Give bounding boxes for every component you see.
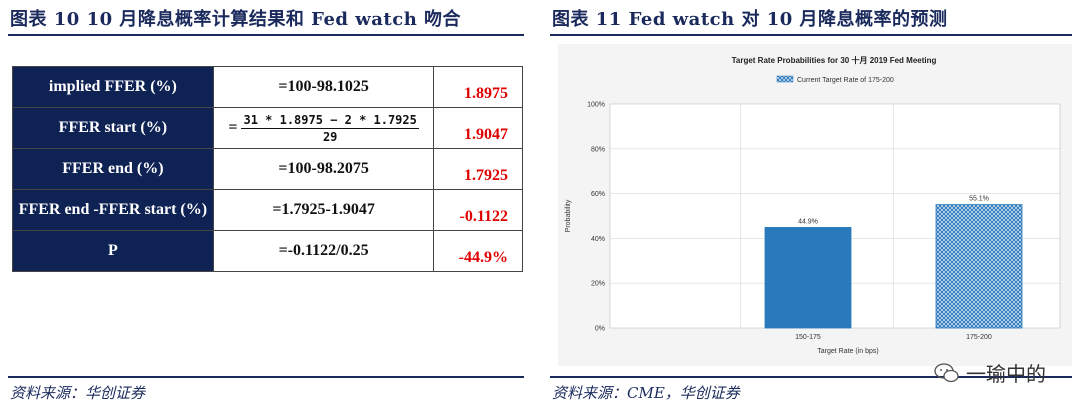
row-formula: =100-98.2075 [212,148,435,190]
plot-area: 0% 20% 40% 60% 80% 100% 44.9% 150-175 55.1% 175-2… [587,102,1061,341]
y-axis-label: Probability [565,199,572,232]
source-note-right: 资料来源：CME，华创证券 [552,384,740,402]
left-figure: 图表 10 10 月降息概率计算结果和 Fed watch 吻合 implied… [8,0,524,418]
fraction-body: 31 * 1.8975 − 2 * 1.7925 29 [241,112,419,144]
y-tick-label: 80% [591,146,605,153]
title-rule-right [550,34,1072,36]
row-value: -44.9% [433,230,523,272]
bottom-rule-left [8,376,524,378]
fraction: = 31 * 1.8975 − 2 * 1.7925 29 [228,113,419,144]
row-formula: =1.7925-1.9047 [212,189,435,231]
title-rule-left [8,34,524,36]
table-row: FFER start (%) = 31 * 1.8975 − 2 * 1.792… [12,107,523,149]
fraction-denominator: 29 [322,129,338,144]
x-axis-label: Target Rate (in bps) [817,348,878,355]
table-row: implied FFER (%) =100-98.1025 1.8975 [12,66,523,108]
table-row: FFER end -FFER start (%) =1.7925-1.9047 … [12,189,523,231]
source-note-left: 资料来源：华创证券 [10,384,146,402]
watermark-text: 一瑜中的 [966,362,1046,386]
x-tick-label: 150-175 [795,334,821,341]
bottom-rule-right [550,376,1072,378]
row-value: 1.9047 [433,107,523,149]
fraction-numerator: 31 * 1.8975 − 2 * 1.7925 [241,112,419,129]
bar [764,227,852,329]
row-formula: =100-98.1025 [212,66,435,108]
y-tick-label: 20% [591,281,605,288]
figure-title-right: 图表 11 Fed watch 对 10 月降息概率的预测 [552,9,948,30]
probability-chart: Target Rate Probabilities for 30 十月 2019… [565,55,1061,355]
row-label: FFER start (%) [12,107,214,149]
row-label: implied FFER (%) [12,66,214,108]
x-tick-label: 175-200 [966,334,992,341]
wechat-icon [934,362,959,382]
fraction-equals: = [228,119,238,136]
row-formula: =-0.1122/0.25 [212,230,435,272]
y-tick-label: 100% [587,102,605,109]
row-value: 1.7925 [433,148,523,190]
chart-container: Target Rate Probabilities for 30 十月 2019… [558,44,1072,366]
chart-legend: Current Target Rate of 175-200 [776,75,894,84]
row-label: FFER end -FFER start (%) [12,189,214,231]
row-value: -0.1122 [433,189,523,231]
row-formula-fraction: = 31 * 1.8975 − 2 * 1.7925 29 [212,107,435,149]
ffer-table: implied FFER (%) =100-98.1025 1.8975 FFE… [12,66,523,272]
row-label: FFER end (%) [12,148,214,190]
row-value: 1.8975 [433,66,523,108]
right-figure: 图表 11 Fed watch 对 10 月降息概率的预测 Target Rat… [550,0,1072,418]
y-tick-label: 60% [591,191,605,198]
y-tick-label: 0% [595,326,605,333]
bar-value-label: 44.9% [798,218,818,225]
bar-value-label: 55.1% [969,196,989,203]
legend-swatch [776,75,794,83]
legend-label: Current Target Rate of 175-200 [797,77,894,84]
figure-title-left: 图表 10 10 月降息概率计算结果和 Fed watch 吻合 [10,9,462,30]
row-label: P [12,230,214,272]
chart-title: Target Rate Probabilities for 30 十月 2019… [732,55,937,65]
bar [935,204,1023,329]
table-row: FFER end (%) =100-98.2075 1.7925 [12,148,523,190]
watermark: 一瑜中的 [934,358,1046,387]
y-tick-label: 40% [591,236,605,243]
table-row: P =-0.1122/0.25 -44.9% [12,230,523,272]
